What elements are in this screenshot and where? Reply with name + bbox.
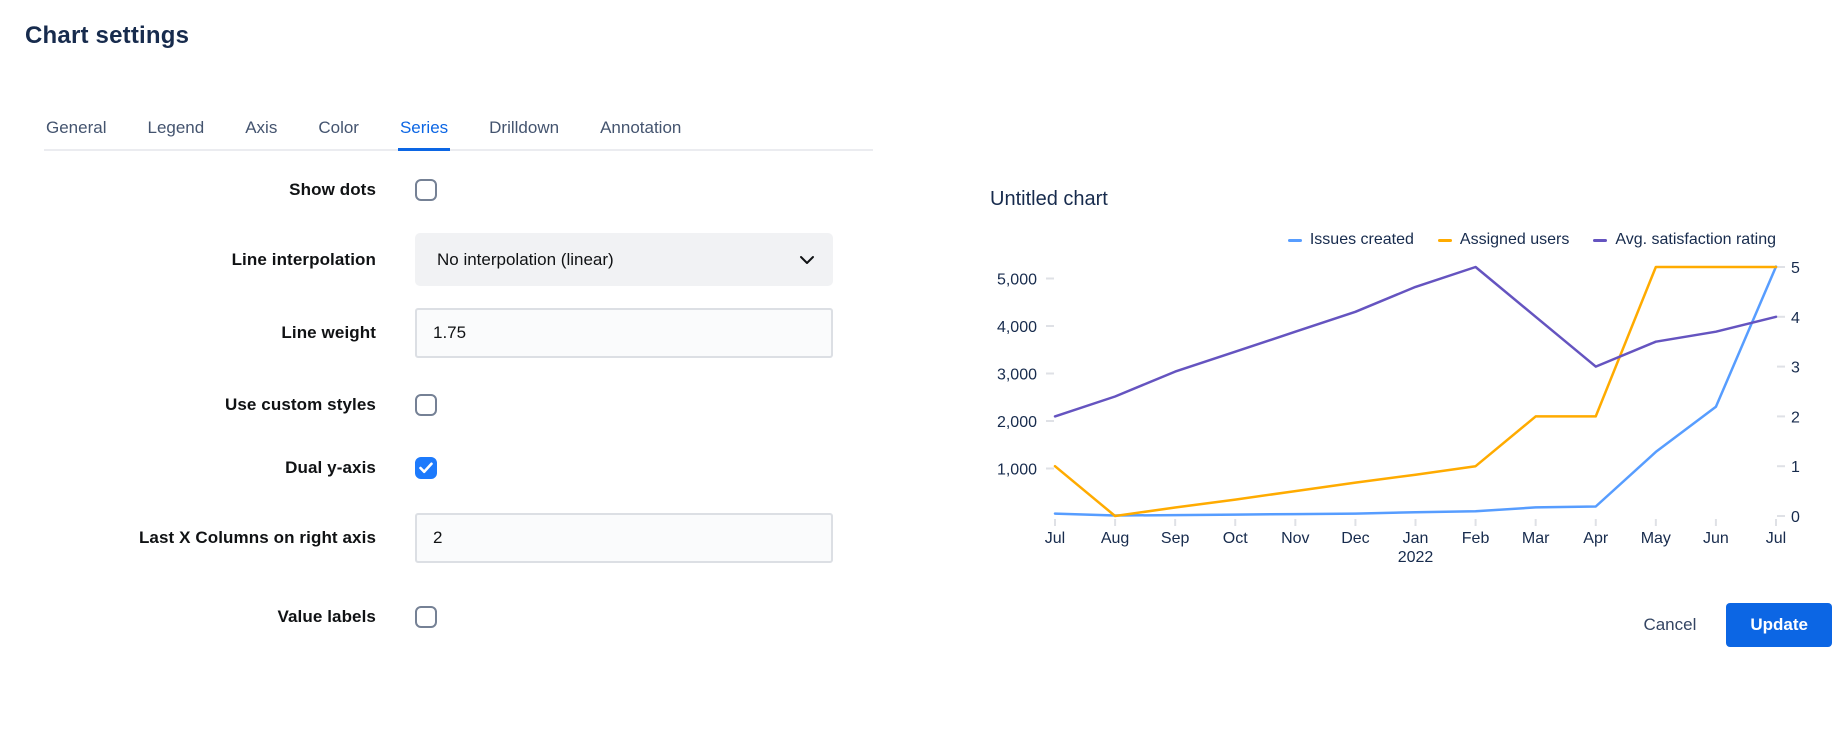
- svg-text:2022: 2022: [1398, 549, 1434, 566]
- svg-text:2,000: 2,000: [997, 414, 1037, 431]
- tab-series[interactable]: Series: [397, 112, 451, 151]
- legend-dash-icon: [1593, 238, 1608, 242]
- form-row-show-dots: Show dots: [25, 179, 437, 201]
- form-row-value-labels: Value labels: [25, 606, 437, 628]
- tab-bar: General Legend Axis Color Series Drilldo…: [44, 112, 873, 151]
- chevron-down-icon: [800, 255, 814, 264]
- tab-legend[interactable]: Legend: [147, 118, 205, 137]
- dialog-actions: Cancel Update: [1637, 603, 1832, 647]
- form-row-use-custom-styles: Use custom styles: [25, 394, 437, 416]
- cancel-button[interactable]: Cancel: [1643, 615, 1697, 634]
- legend-label: Avg. satisfaction rating: [1615, 231, 1776, 248]
- dual-y-axis-checkbox[interactable]: [415, 457, 437, 479]
- use-custom-styles-checkbox[interactable]: [415, 394, 437, 416]
- show-dots-checkbox[interactable]: [415, 179, 437, 201]
- svg-text:1: 1: [1791, 459, 1800, 476]
- line-weight-label: Line weight: [281, 323, 376, 342]
- svg-text:4,000: 4,000: [997, 319, 1037, 336]
- svg-text:Nov: Nov: [1281, 530, 1309, 547]
- last-x-columns-label: Last X Columns on right axis: [138, 528, 376, 547]
- svg-text:3: 3: [1791, 360, 1800, 377]
- line-interpolation-label: Line interpolation: [231, 249, 376, 269]
- form-row-line-interpolation: Line interpolation No interpolation (lin…: [25, 233, 833, 286]
- svg-text:3,000: 3,000: [997, 367, 1037, 384]
- check-icon: [419, 462, 433, 474]
- line-weight-value: 1.75: [433, 323, 467, 342]
- legend-dash-icon: [1437, 238, 1452, 242]
- svg-text:Apr: Apr: [1583, 530, 1609, 547]
- dual-y-axis-label: Dual y-axis: [285, 458, 376, 477]
- svg-text:0: 0: [1791, 509, 1800, 526]
- tab-color[interactable]: Color: [318, 118, 359, 137]
- value-labels-label: Value labels: [277, 607, 376, 626]
- svg-text:2: 2: [1791, 409, 1800, 426]
- svg-text:May: May: [1641, 530, 1671, 547]
- line-chart: 1,000 2,000 3,000 4,000 5,000 0 1 2 3 4 5 Jul Aug Sep…: [997, 260, 1800, 566]
- last-x-columns-input[interactable]: 2: [415, 513, 833, 563]
- svg-text:Jun: Jun: [1703, 530, 1729, 547]
- svg-text:Mar: Mar: [1522, 530, 1550, 547]
- chart-title: Untitled chart: [990, 188, 1108, 210]
- svg-text:5,000: 5,000: [997, 272, 1037, 289]
- legend-item[interactable]: Assigned users: [1437, 231, 1570, 249]
- legend-item[interactable]: Avg. satisfaction rating: [1593, 231, 1776, 249]
- use-custom-styles-label: Use custom styles: [225, 395, 376, 414]
- chart-preview: Untitled chart Issues created Assigned us…: [988, 185, 1818, 580]
- tab-drilldown[interactable]: Drilldown: [489, 118, 560, 137]
- svg-text:Dec: Dec: [1341, 530, 1369, 547]
- page-title: Chart settings: [25, 22, 190, 49]
- line-interpolation-value: No interpolation (linear): [437, 249, 614, 269]
- form-row-last-x-columns: Last X Columns on right axis 2: [25, 513, 833, 563]
- svg-text:5: 5: [1791, 260, 1800, 277]
- legend-label: Issues created: [1309, 231, 1414, 248]
- tab-general[interactable]: General: [46, 118, 107, 137]
- svg-text:4: 4: [1791, 310, 1800, 327]
- svg-text:1,000: 1,000: [997, 462, 1037, 479]
- legend-dash-icon: [1287, 238, 1302, 242]
- svg-text:Sep: Sep: [1161, 530, 1190, 547]
- svg-text:Jul: Jul: [1045, 530, 1065, 547]
- last-x-columns-value: 2: [433, 528, 443, 547]
- legend-label: Assigned users: [1459, 231, 1570, 248]
- svg-text:Oct: Oct: [1223, 530, 1248, 547]
- show-dots-label: Show dots: [289, 180, 376, 199]
- line-weight-input[interactable]: 1.75: [415, 308, 833, 358]
- chart-legend: Issues created Assigned users Avg. satisfa…: [1287, 231, 1776, 249]
- svg-text:Aug: Aug: [1101, 530, 1129, 547]
- tab-axis[interactable]: Axis: [245, 118, 278, 137]
- svg-text:Feb: Feb: [1462, 530, 1490, 547]
- svg-text:Jan: Jan: [1403, 530, 1429, 547]
- value-labels-checkbox[interactable]: [415, 606, 437, 628]
- svg-text:Jul: Jul: [1766, 530, 1786, 547]
- update-button[interactable]: Update: [1726, 603, 1832, 647]
- line-interpolation-select[interactable]: No interpolation (linear): [415, 233, 833, 286]
- tab-annotation[interactable]: Annotation: [600, 118, 682, 137]
- legend-item[interactable]: Issues created: [1287, 231, 1414, 249]
- form-row-line-weight: Line weight 1.75: [25, 308, 833, 358]
- form-row-dual-y-axis: Dual y-axis: [25, 457, 437, 479]
